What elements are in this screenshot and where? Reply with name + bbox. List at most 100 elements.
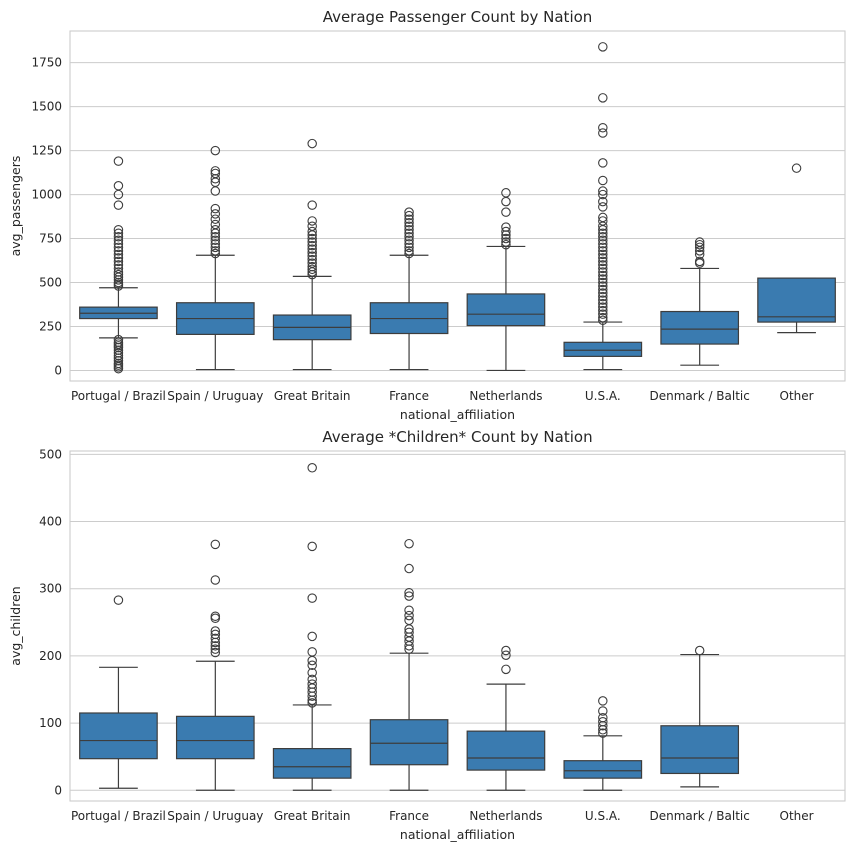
outlier-point [598, 189, 608, 200]
iqr-box [272, 748, 352, 779]
x-tick-label: Netherlands [469, 809, 542, 823]
outlier-point [598, 315, 608, 326]
outlier-point [210, 637, 221, 648]
outlier-point [307, 695, 317, 705]
chart-panel-2: 0 100 200 300 400 500 Portugal / Brazil Spain /… [8, 428, 846, 842]
outlier-point [598, 122, 608, 133]
outlier-point [210, 224, 221, 235]
x-tick-label: France [389, 389, 429, 403]
y-tick-label: 1250 [31, 144, 62, 158]
y-tick-label: 0 [54, 783, 62, 797]
outlier-point [598, 267, 608, 277]
box-6 [563, 696, 643, 791]
outlier-point [501, 237, 511, 247]
outlier-point [598, 246, 608, 256]
outlier-point [598, 298, 608, 309]
outlier-point [404, 610, 414, 621]
outlier-point [210, 647, 221, 658]
box-8 [757, 163, 836, 334]
outlier-point [598, 291, 608, 302]
outlier-point [598, 309, 608, 319]
x-tick-label: Spain / Uruguay [167, 809, 263, 823]
x-tick-label: U.S.A. [585, 809, 621, 823]
iqr-box [466, 730, 546, 771]
outlier-point [598, 312, 608, 323]
outlier-point [210, 644, 221, 654]
box-4 [369, 207, 449, 371]
outlier-point [404, 239, 414, 249]
outlier-point [598, 232, 608, 242]
outlier-point [113, 260, 124, 270]
outlier-point [307, 647, 317, 657]
x-tick-label: Denmark / Baltic [649, 809, 749, 823]
iqr-box [660, 725, 740, 775]
outlier-point [404, 563, 414, 574]
outlier-point [113, 253, 124, 263]
y-tick-label: 100 [39, 716, 62, 730]
outlier-point [598, 239, 608, 249]
outlier-point [113, 181, 124, 191]
outlier-point [404, 591, 414, 601]
outlier-point [598, 224, 608, 235]
x-tick-label: Spain / Uruguay [167, 389, 263, 403]
outlier-point [307, 463, 317, 473]
outlier-point [598, 721, 608, 731]
y-tick-label: 1500 [31, 100, 62, 114]
outlier-point [210, 235, 221, 246]
y-axis-label: avg_passengers [8, 156, 23, 257]
outlier-point [598, 706, 608, 716]
outlier-point [694, 242, 705, 253]
outlier-point [404, 217, 414, 228]
outlier-point [113, 246, 124, 256]
outlier-point [404, 214, 414, 224]
outlier-point [501, 645, 511, 656]
outlier-point [598, 221, 608, 231]
outlier-point [307, 667, 317, 678]
outlier-point [210, 539, 221, 550]
outlier-point [404, 207, 414, 217]
outlier-point [404, 538, 414, 549]
outlier-point [307, 254, 317, 265]
outlier-point [598, 242, 608, 253]
outlier-point [210, 611, 221, 622]
outlier-point [404, 587, 414, 598]
y-tick-label: 300 [39, 582, 62, 596]
outlier-point [210, 246, 221, 256]
x-tick-label: Great Britain [274, 809, 351, 823]
x-tick-label: Netherlands [469, 389, 542, 403]
outlier-point [307, 264, 317, 275]
outlier-point [404, 242, 414, 253]
outlier-point [501, 207, 511, 217]
outlier-point [501, 664, 511, 675]
box-7 [660, 645, 740, 788]
y-tick-label: 0 [54, 363, 62, 377]
chart-title: Average Passenger Count by Nation [323, 8, 593, 26]
outlier-point [598, 305, 608, 316]
y-tick-label: 200 [39, 649, 62, 663]
outlier-point [210, 613, 221, 624]
outlier-point [598, 196, 608, 207]
outlier-point [598, 260, 608, 270]
box-3 [272, 138, 352, 371]
chart-title: Average *Children* Count by Nation [322, 428, 592, 446]
outlier-point [404, 641, 414, 651]
outlier-point [113, 281, 124, 291]
outlier-point [113, 228, 124, 239]
outlier-point [307, 244, 317, 254]
outlier-point [307, 200, 317, 210]
box-2 [175, 145, 255, 371]
outlier-point [113, 249, 124, 260]
outlier-point [307, 233, 317, 244]
box-1 [79, 595, 158, 789]
outlier-point [307, 226, 317, 237]
outlier-point [404, 246, 414, 256]
x-tick-label: Other [780, 389, 814, 403]
outlier-point [404, 224, 414, 235]
outlier-point [598, 158, 608, 168]
outlier-point [501, 230, 511, 240]
iqr-box [660, 310, 740, 345]
outlier-point [210, 214, 221, 224]
x-axis-label: national_affiliation [400, 407, 515, 422]
outlier-point [307, 230, 317, 240]
